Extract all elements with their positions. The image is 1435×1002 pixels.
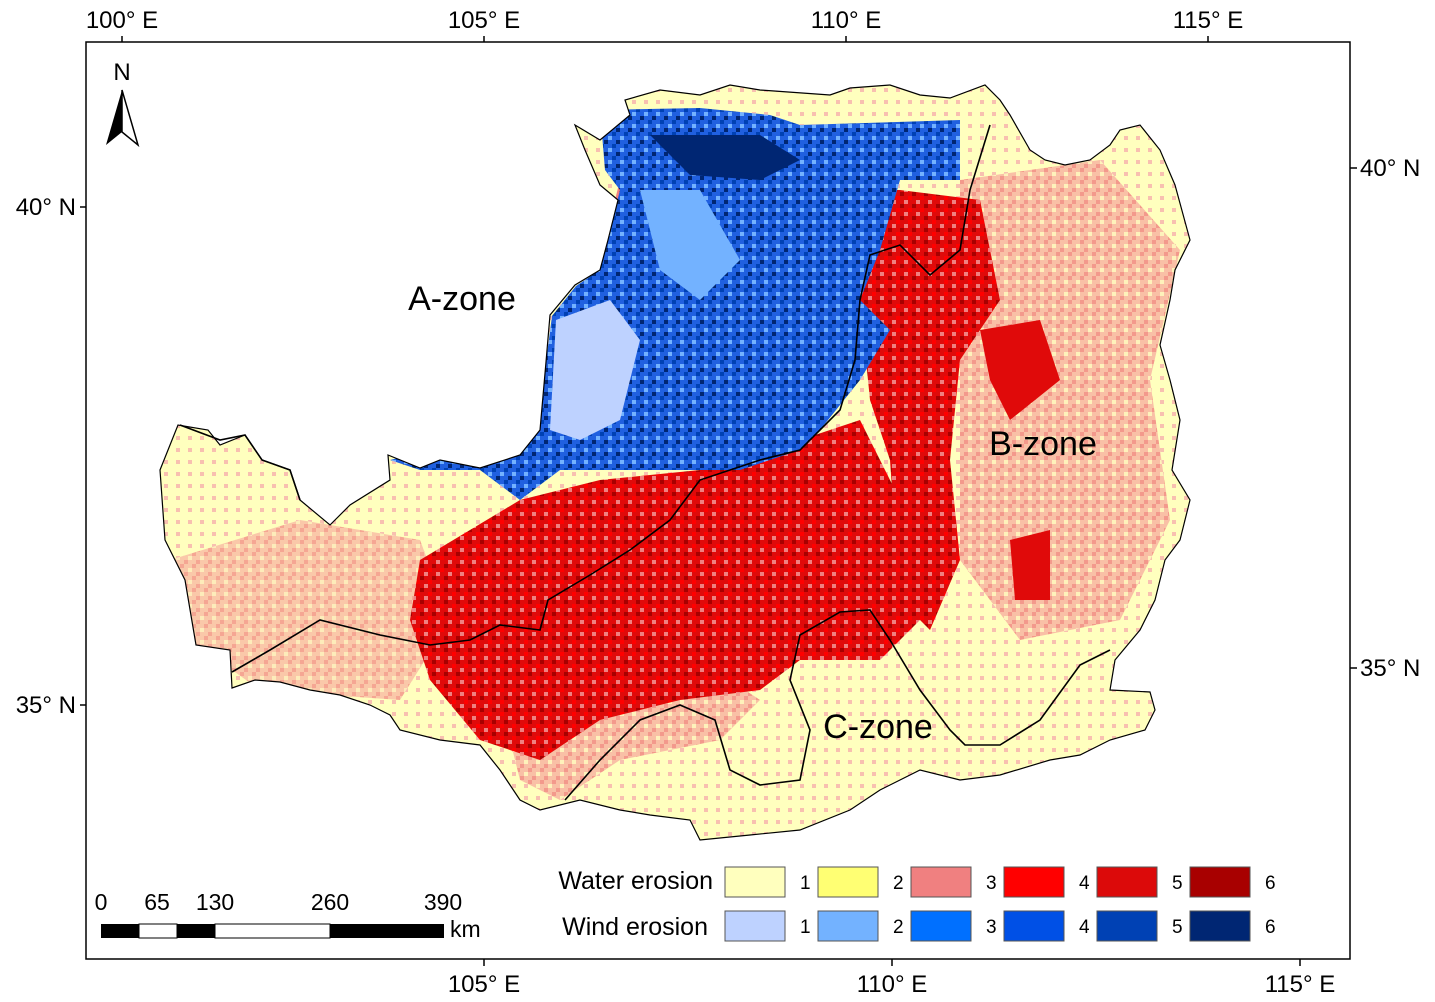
legend-wind-class-label: 4 [1079, 917, 1090, 938]
zone-boundary-line [564, 609, 1111, 801]
scale-tick-label: 130 [196, 889, 234, 915]
top-tick-label: 115° E [1173, 7, 1244, 34]
legend-wind-class-swatch [724, 910, 786, 942]
legend-wind-class-label: 2 [893, 917, 904, 938]
scale-tick-label: 0 [95, 889, 108, 915]
legend-water-class-swatch [910, 866, 972, 898]
scale-unit: km [450, 916, 481, 942]
top-ticks [121, 36, 1209, 42]
wind-class-1-area [550, 300, 640, 440]
legend-wind-row: 1 2 3 4 5 6 [724, 910, 1276, 942]
scale-tick-label: 390 [424, 889, 462, 915]
legend-wind-class-label: 5 [1172, 917, 1183, 938]
legend-water-class-swatch [1096, 866, 1158, 898]
zone-boundary-line [231, 124, 991, 673]
legend-wind-class-label: 1 [800, 917, 811, 938]
region-boundary [159, 84, 1191, 841]
legend-wind-class-swatch [817, 910, 879, 942]
left-ticks [80, 206, 86, 706]
zone-label-b: B-zone [989, 425, 1097, 463]
left-tick-label: 40° N [16, 194, 76, 221]
water-class-6-area [760, 190, 1000, 630]
legend-water-class-swatch [817, 866, 879, 898]
legend-water-class-label: 2 [893, 873, 904, 894]
water-class-5-area [1010, 530, 1050, 600]
north-arrow-icon: N [106, 59, 140, 148]
legend-water-class-label: 5 [1172, 873, 1183, 894]
zone-boundary-line [179, 424, 301, 501]
water-class-5-area [980, 320, 1060, 420]
scale-bar: 0 65 130 260 390 km [95, 889, 481, 942]
right-tick-label: 35° N [1360, 655, 1420, 682]
legend-wind-class-label: 3 [986, 917, 997, 938]
legend-wind-class-swatch [910, 910, 972, 942]
legend-wind-title: Wind erosion [562, 913, 708, 941]
scale-tick-label: 65 [144, 889, 170, 915]
legend-water-class-label: 1 [800, 873, 811, 894]
legend-water-class-label: 3 [986, 873, 997, 894]
legend: Water erosion Wind erosion 1 2 3 4 5 6 1 2 3 4 5 6 [558, 866, 1276, 942]
bottom-tick-label: 115° E [1265, 971, 1336, 998]
zone-label-c: C-zone [823, 708, 933, 746]
water-class-3-area [170, 520, 450, 700]
legend-water-class-swatch [724, 866, 786, 898]
wind-erosion-area [390, 108, 960, 500]
legend-water-class-swatch [1003, 866, 1065, 898]
north-label: N [113, 59, 130, 86]
legend-water-class-swatch [1189, 866, 1251, 898]
wind-class-6-area [650, 135, 800, 180]
bottom-ticks [483, 959, 1301, 966]
top-tick-label: 100° E [86, 7, 158, 34]
bottom-tick-label: 105° E [448, 971, 520, 998]
zone-label-a: A-zone [408, 280, 516, 318]
water-class-5-area [410, 420, 920, 760]
scale-tick-label: 260 [311, 889, 349, 915]
legend-wind-class-label: 6 [1265, 917, 1276, 938]
legend-water-title: Water erosion [558, 867, 713, 895]
legend-water-class-label: 4 [1079, 873, 1090, 894]
right-ticks [1350, 167, 1357, 669]
top-tick-label: 110° E [811, 7, 882, 34]
water-class-3-area [960, 160, 1180, 640]
top-tick-label: 105° E [448, 7, 520, 34]
legend-water-row: 1 2 3 4 5 6 [724, 866, 1276, 898]
legend-wind-class-swatch [1003, 910, 1065, 942]
legend-wind-class-swatch [1096, 910, 1158, 942]
bottom-tick-label: 110° E [857, 971, 928, 998]
legend-wind-class-swatch [1189, 910, 1251, 942]
wind-class-2-area [640, 190, 740, 300]
left-tick-label: 35° N [16, 692, 76, 719]
legend-water-class-label: 6 [1265, 873, 1276, 894]
right-tick-label: 40° N [1360, 155, 1420, 182]
